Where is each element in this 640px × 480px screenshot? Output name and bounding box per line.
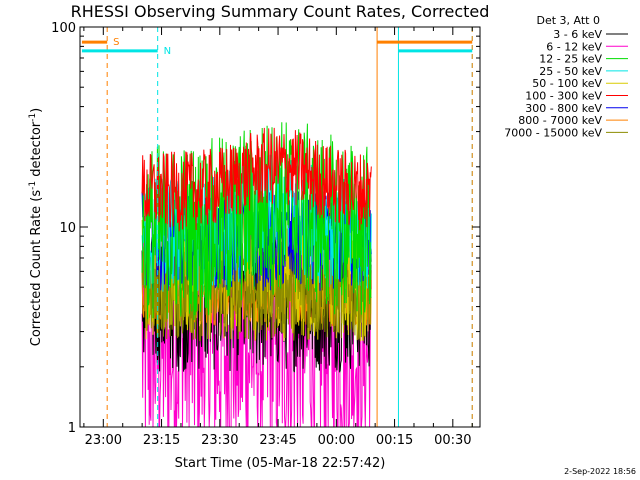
x-tick-label: 23:15 (143, 433, 180, 448)
legend-label: 300 - 800 keV (525, 102, 602, 115)
legend-label: 7000 - 15000 keV (504, 126, 602, 139)
legend-label: 3 - 6 keV (553, 28, 602, 41)
y-tick-label: 100 (51, 21, 76, 36)
chart-title: RHESSI Observing Summary Count Rates, Co… (71, 2, 490, 21)
x-tick-label: 23:45 (259, 433, 296, 448)
legend-header: Det 3, Att 0 (537, 14, 601, 27)
x-tick-label: 00:30 (434, 433, 471, 448)
series-line (141, 122, 372, 320)
y-axis-label: Corrected Count Rate (s-1 detector-1) (28, 108, 44, 346)
legend-label: 800 - 7000 keV (518, 114, 602, 127)
x-tick-label: 00:15 (376, 433, 413, 448)
legend-label: 50 - 100 keV (532, 77, 602, 90)
legend-label: 100 - 300 keV (525, 90, 602, 103)
legend-label: 12 - 25 keV (539, 53, 602, 66)
y-tick-label: 10 (59, 221, 76, 236)
flag-label: N (164, 46, 171, 57)
footer-timestamp: 2-Sep-2022 18:56 (564, 467, 636, 476)
flag-label: S (113, 37, 119, 48)
x-axis-label: Start Time (05-Mar-18 22:57:42) (175, 456, 386, 471)
x-tick-label: 00:00 (318, 433, 355, 448)
legend-label: 6 - 12 keV (546, 40, 602, 53)
legend-label: 25 - 50 keV (539, 65, 602, 78)
axes: 23:00 23:15 23:30 23:45 00:00 00:15 00:30 1 10 10… (51, 21, 480, 448)
y-tick-label: 1 (68, 421, 76, 436)
series-line (141, 127, 372, 232)
plot-area (141, 122, 372, 427)
x-tick-label: 23:30 (201, 433, 238, 448)
x-tick-label: 23:00 (85, 433, 122, 448)
